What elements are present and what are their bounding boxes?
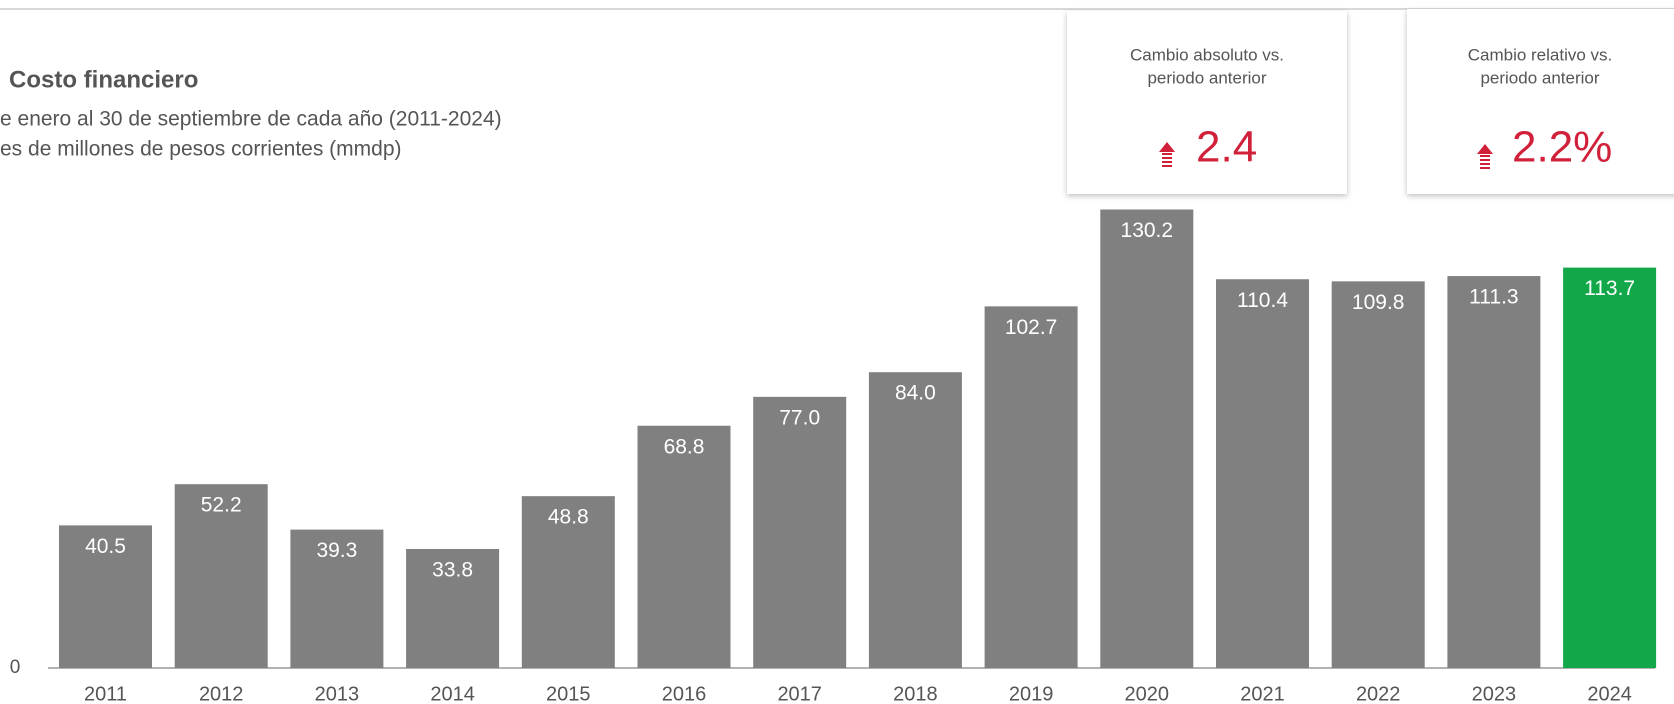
bar — [1100, 209, 1194, 668]
x-tick-label: 2011 — [84, 683, 127, 704]
kpi-label: periodo anterior — [1147, 68, 1266, 87]
bar — [984, 306, 1078, 668]
x-tick-label: 2013 — [315, 683, 360, 704]
x-tick-label: 2018 — [893, 683, 938, 704]
bar — [1331, 281, 1425, 668]
data-label: 40.5 — [85, 535, 126, 558]
card-bg — [1407, 9, 1674, 194]
x-tick-label: 2021 — [1240, 683, 1285, 704]
kpi-value: 2.4 — [1196, 123, 1257, 172]
kpi-label: periodo anterior — [1480, 68, 1599, 87]
x-tick-label: 2016 — [662, 683, 707, 704]
bar — [753, 396, 847, 668]
bar — [1216, 279, 1309, 668]
data-label: 33.8 — [432, 559, 473, 582]
bar — [174, 484, 268, 668]
data-label: 84.0 — [895, 382, 936, 405]
chart-subtitle: es de millones de pesos corrientes (mmdp… — [0, 138, 402, 161]
data-label: 52.2 — [201, 494, 242, 517]
data-label: 113.7 — [1584, 277, 1635, 300]
kpi-value: 2.2% — [1512, 123, 1612, 172]
data-label: 68.8 — [664, 435, 705, 458]
chart-subtitle: e enero al 30 de septiembre de cada año … — [0, 108, 502, 131]
data-label: 109.8 — [1352, 291, 1405, 314]
bar — [59, 525, 152, 668]
x-tick-label: 2024 — [1587, 683, 1632, 704]
y-tick-label: 0 — [10, 657, 21, 678]
kpi-card: Cambio relativo vs. periodo anterior 2.2… — [1407, 9, 1674, 194]
x-tick-label: 2017 — [777, 683, 822, 704]
bar — [406, 548, 500, 668]
bar — [1447, 276, 1541, 668]
bar — [1563, 267, 1657, 668]
kpi-card: Cambio absoluto vs. periodo anterior 2.4 — [1067, 11, 1347, 194]
bar — [637, 425, 731, 668]
bar — [868, 372, 962, 668]
kpi-label: Cambio relativo vs. — [1468, 45, 1613, 64]
card-bg — [1067, 11, 1347, 194]
x-tick-label: 2019 — [1009, 683, 1054, 704]
x-tick-label: 2023 — [1472, 683, 1517, 704]
x-tick-label: 2014 — [430, 683, 475, 704]
data-label: 39.3 — [316, 539, 357, 562]
x-tick-label: 2012 — [199, 683, 244, 704]
data-label: 110.4 — [1237, 289, 1288, 312]
x-tick-label: 2022 — [1356, 683, 1401, 704]
kpi-label: Cambio absoluto vs. — [1130, 45, 1284, 64]
data-label: 130.2 — [1121, 219, 1174, 242]
x-tick-label: 2020 — [1125, 683, 1170, 704]
data-label: 77.0 — [779, 406, 820, 429]
data-label: 48.8 — [548, 506, 589, 529]
data-label: 111.3 — [1469, 286, 1518, 309]
bar — [521, 496, 615, 668]
data-label: 102.7 — [1005, 316, 1058, 339]
chart-title: Costo financiero — [9, 66, 198, 93]
up-arrow-icon — [1159, 142, 1175, 167]
x-tick-label: 2015 — [546, 683, 591, 704]
bar — [290, 529, 384, 668]
up-arrow-icon — [1477, 144, 1493, 169]
